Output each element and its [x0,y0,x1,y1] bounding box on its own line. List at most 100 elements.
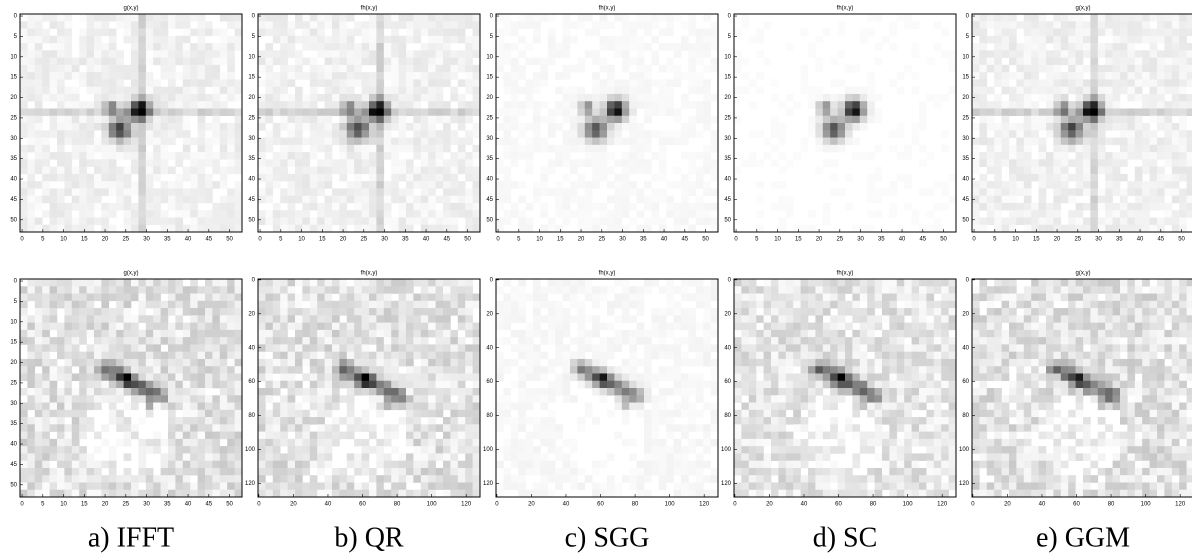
pixel [443,108,451,116]
pixel [1053,174,1061,182]
pixel [778,138,786,146]
pixel [1090,43,1098,51]
pixel [1172,21,1180,29]
pixel [406,381,414,389]
pixel [413,138,421,146]
pixel [1187,152,1192,160]
pixel [1113,174,1121,182]
pixel [629,79,637,87]
pixel [101,79,109,87]
pixel [369,196,377,204]
pixel [168,87,176,95]
pixel [362,446,370,454]
pixel [443,138,451,146]
pixel [146,210,154,218]
pixel [258,123,266,131]
pixel [138,14,146,22]
pixel [428,210,436,218]
pixel [875,167,883,175]
pixel [273,410,281,418]
pixel [570,196,578,204]
y-tick-label: 25 [962,115,969,121]
pixel [518,123,526,131]
pixel [317,29,325,37]
pixel [347,490,355,498]
pixel [1172,123,1180,131]
pixel [310,87,318,95]
pixel [384,50,392,58]
pixel [146,174,154,182]
pixel [109,138,117,146]
pixel [1113,116,1121,124]
pixel [227,14,235,22]
pixel [235,181,243,189]
pixel [220,417,228,425]
pixel [161,58,169,66]
y-tick-label: 15 [10,340,17,346]
pixel [1105,101,1113,109]
pixel [845,138,853,146]
pixel [64,337,72,345]
pixel [1150,152,1158,160]
pixel [265,174,273,182]
pixel [585,159,593,167]
pixel [533,14,541,22]
pixel [27,14,35,22]
pixel [205,403,213,411]
pixel [1090,36,1098,44]
pixel [146,337,154,345]
pixel [354,50,362,58]
pixel [1083,123,1091,131]
pixel [919,145,927,153]
pixel [838,50,846,58]
pixel [428,490,436,498]
pixel [198,87,206,95]
pixel [369,388,377,396]
image [258,279,480,497]
pixel [79,36,87,44]
pixel [1083,181,1091,189]
pixel [295,381,303,389]
pixel [413,14,421,22]
pixel [1157,138,1165,146]
pixel [919,123,927,131]
pixel [1039,145,1047,153]
pixel [183,123,191,131]
pixel [101,145,109,153]
pixel [94,403,102,411]
pixel [347,381,355,389]
pixel [116,116,124,124]
pixel [503,58,511,66]
pixel [376,352,384,360]
pixel [555,188,563,196]
pixel [153,79,161,87]
pixel [347,138,355,146]
pixel [1039,94,1047,102]
pixel [198,210,206,218]
pixel [50,490,58,498]
pixel [317,138,325,146]
pixel [592,203,600,211]
pixel [845,108,853,116]
pixel [153,203,161,211]
pixel [511,72,519,80]
pixel [533,138,541,146]
pixel [57,72,65,80]
pixel [764,138,772,146]
pixel [607,130,615,138]
pixel [778,152,786,160]
pixel [317,323,325,331]
pixel [614,196,622,204]
pixel [428,323,436,331]
pixel [651,203,659,211]
pixel [711,159,719,167]
pixel [79,138,87,146]
pixel [72,315,80,323]
pixel [138,344,146,352]
pixel [339,58,347,66]
y-tick-label: 15 [962,75,969,81]
pixel [235,439,243,447]
pixel [124,123,132,131]
y-tick-label: 40 [10,177,17,183]
